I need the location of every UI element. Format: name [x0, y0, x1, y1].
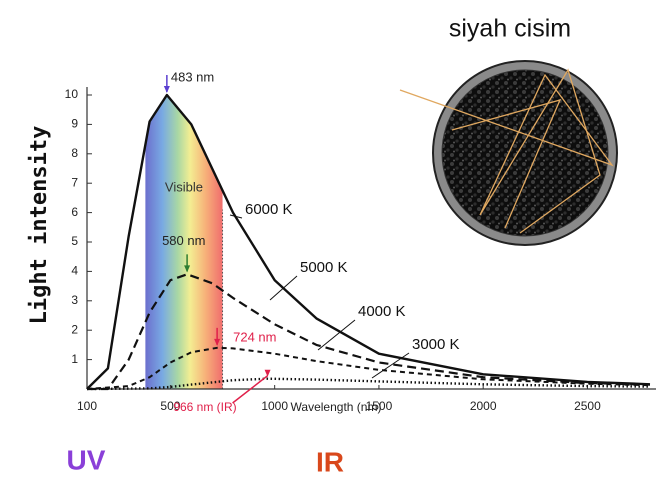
y-tick-label: 10 [65, 87, 79, 101]
annotation-label: 483 nm [171, 69, 214, 84]
y-tick-label: 7 [71, 175, 78, 189]
y-tick-label: 1 [71, 352, 78, 366]
annotation-arrowhead [164, 86, 170, 93]
y-tick-label: 6 [71, 205, 78, 219]
series-label: 6000 K [245, 201, 293, 218]
y-tick-label: 2 [71, 322, 78, 336]
x-tick-label: 2000 [470, 399, 497, 413]
series-label: 5000 K [300, 259, 348, 276]
annotation-arrowhead [265, 370, 271, 377]
y-tick-label: 9 [71, 117, 78, 131]
y-tick-label: 3 [71, 293, 78, 307]
black-body-illustration [400, 61, 617, 245]
uv-label: UV [67, 444, 106, 475]
visible-label: Visible [165, 179, 203, 194]
x-tick-label: 100 [77, 399, 97, 413]
title: siyah cisim [449, 15, 571, 43]
x-tick-label: 1000 [261, 399, 288, 413]
x-axis-label: Wavelength (nm) [291, 400, 382, 414]
series-label: 3000 K [412, 336, 460, 353]
y-tick-label: 8 [71, 146, 78, 160]
annotation-label: 580 nm [162, 233, 205, 248]
series-label: 4000 K [358, 303, 406, 320]
page: {"chart_data": { "type": "line", "title"… [0, 0, 656, 485]
label-leader [318, 320, 355, 350]
y-axis-label: Light intensity [27, 126, 52, 325]
y-tick-label: 4 [71, 264, 78, 278]
chart: siyah cisim Visible123456789101005001000… [0, 0, 656, 485]
x-tick-label: 2500 [574, 399, 601, 413]
annotation-label: 724 nm [233, 329, 276, 344]
annotation-label: 966 nm (IR) [173, 400, 236, 414]
ir-label: IR [316, 446, 344, 477]
y-tick-label: 5 [71, 234, 78, 248]
